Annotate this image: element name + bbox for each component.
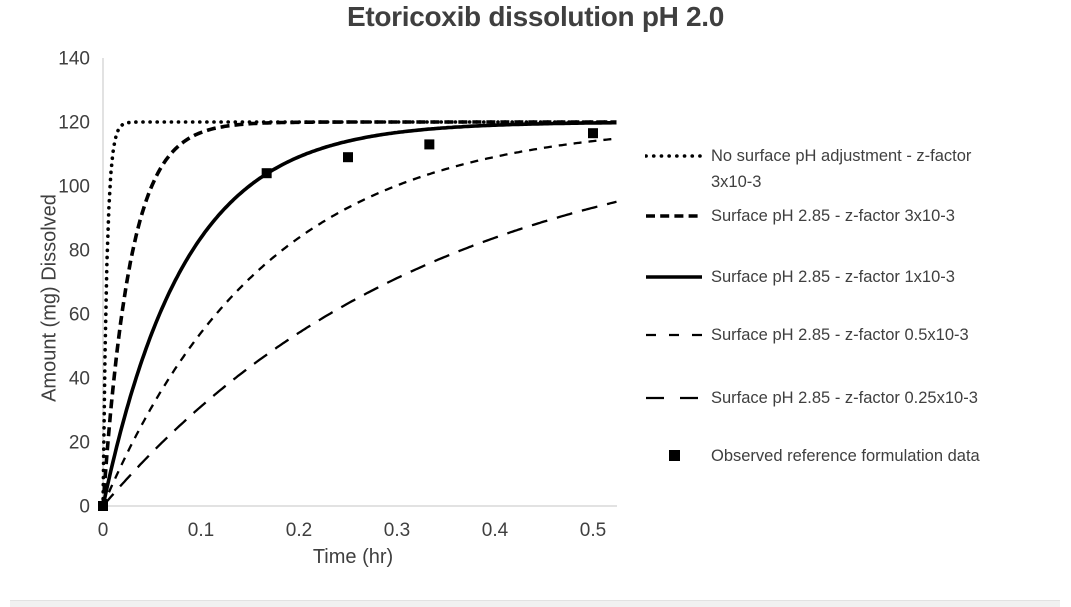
y-tick-label: 100 — [58, 177, 90, 198]
legend-item: Surface pH 2.85 - z-factor 3x10-3 — [645, 203, 1011, 229]
x-axis-title: Time (hr) — [312, 546, 394, 568]
series-line-dash-heavy — [101, 120, 617, 507]
legend-item: Surface pH 2.85 - z-factor 0.5x10-3 — [645, 322, 1011, 348]
square-marker — [669, 450, 680, 461]
legend-line-solid-icon — [646, 275, 702, 279]
data-point-marker — [424, 139, 435, 150]
legend-item-label: Observed reference formulation data — [711, 447, 980, 465]
legend-item-label: Surface pH 2.85 - z-factor 0.25x10-3 — [711, 389, 978, 407]
legend: No surface pH adjustment - z-factor 3x10… — [645, 141, 1025, 541]
footer-strip — [10, 600, 1060, 607]
legend-item: No surface pH adjustment - z-factor 3x10… — [645, 143, 1011, 195]
data-point-marker — [261, 168, 272, 179]
data-point-marker — [588, 128, 598, 139]
legend-item-label: Surface pH 2.85 - z-factor 1x10-3 — [711, 268, 955, 286]
legend-line-dash-icon — [646, 333, 702, 337]
chart-title: Etoricoxib dissolution pH 2.0 — [346, 1, 725, 32]
legend-line-dotted-icon — [645, 154, 703, 158]
series-line-dotted — [101, 120, 619, 508]
y-tick-label: 0 — [79, 497, 90, 518]
y-tick-label: 40 — [69, 369, 90, 390]
series-line-dash-long — [102, 200, 617, 507]
legend-item-label: No surface pH adjustment - z-factor 3x10… — [711, 147, 972, 191]
x-tick-label: 0.5 — [580, 520, 606, 541]
data-point-marker — [343, 152, 353, 163]
x-tick-label: 0.2 — [286, 520, 312, 541]
series-line-solid — [101, 120, 617, 507]
legend-line-dash-heavy-icon — [646, 214, 702, 218]
legend-line-dash-long-icon — [646, 396, 702, 400]
y-tick-label: 80 — [69, 241, 90, 262]
data-point-marker — [98, 501, 108, 511]
x-tick-label: 0.3 — [384, 520, 410, 541]
y-tick-label: 120 — [58, 113, 90, 134]
y-axis-title: Amount (mg) Dissolved — [38, 194, 61, 402]
legend-item: Observed reference formulation data — [645, 443, 1011, 469]
legend-item-label: Surface pH 2.85 - z-factor 3x10-3 — [711, 207, 955, 225]
x-tick-label: 0.4 — [482, 520, 509, 541]
legend-item: Surface pH 2.85 - z-factor 1x10-3 — [645, 264, 1011, 290]
y-tick-label: 60 — [69, 305, 90, 326]
legend-item: Surface pH 2.85 - z-factor 0.25x10-3 — [645, 385, 1011, 411]
legend-item-label: Surface pH 2.85 - z-factor 0.5x10-3 — [711, 326, 969, 344]
series-line-dash — [101, 137, 617, 507]
legend-square-marker-icon — [669, 450, 680, 461]
x-tick-label: 0.1 — [188, 520, 214, 541]
y-tick-label: 20 — [69, 433, 90, 454]
y-tick-label: 140 — [58, 49, 90, 70]
x-tick-label: 0 — [98, 520, 109, 541]
